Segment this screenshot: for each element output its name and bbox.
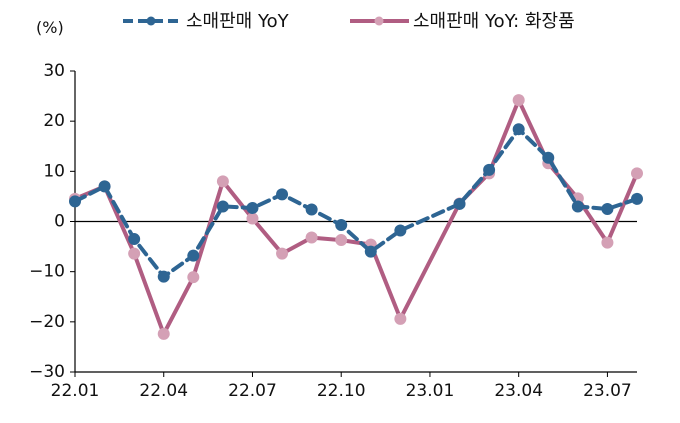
x-tick-label: 22.01: [51, 381, 100, 401]
data-point-retail-sales: [216, 200, 229, 213]
data-point-retail-sales: [69, 195, 81, 208]
y-tick-label: 30: [43, 61, 65, 81]
x-tick-label: 23.07: [583, 381, 632, 401]
data-point-retail-sales: [571, 200, 584, 213]
series-retail-sales: [69, 123, 643, 283]
data-point-retail-sales: [394, 224, 407, 237]
data-point-retail-sales: [157, 270, 170, 283]
data-point-cosmetics: [512, 94, 525, 107]
x-tick-label: 22.10: [317, 381, 366, 401]
y-tick-label: 10: [43, 161, 65, 181]
x-tick-label: 22.04: [139, 381, 188, 401]
data-point-retail-sales: [246, 201, 259, 214]
data-point-cosmetics: [335, 234, 348, 247]
data-point-cosmetics: [216, 175, 229, 188]
y-tick-label: −20: [29, 312, 65, 332]
data-point-retail-sales: [128, 233, 141, 246]
data-point-cosmetics: [276, 247, 289, 260]
data-point-cosmetics: [157, 327, 170, 340]
data-point-cosmetics: [305, 231, 318, 244]
data-point-retail-sales: [542, 151, 555, 164]
data-point-retail-sales: [601, 202, 614, 215]
y-tick-label: 20: [43, 111, 65, 131]
legend-label-cosmetics: 소매판매 YoY: 화장품: [413, 11, 575, 32]
data-point-retail-sales: [187, 249, 200, 262]
y-tick-label: −30: [29, 362, 65, 382]
x-tick-label: 23.04: [494, 381, 543, 401]
data-point-retail-sales: [364, 245, 377, 258]
data-point-retail-sales: [276, 188, 289, 201]
legend-item-retail-sales: 소매판매 YoY: [123, 11, 290, 32]
data-point-retail-sales: [512, 123, 525, 136]
x-tick-label: 23.01: [406, 381, 455, 401]
y-tick-label: −10: [29, 262, 65, 282]
data-point-cosmetics: [631, 167, 643, 180]
data-point-cosmetics: [246, 212, 259, 225]
x-tick-label: 22.07: [228, 381, 277, 401]
legend: 소매판매 YoY 소매판매 YoY: 화장품: [123, 11, 575, 32]
data-point-retail-sales: [305, 203, 318, 216]
y-unit-label: (%): [36, 18, 64, 37]
y-tick-label: 0: [54, 212, 65, 232]
data-point-retail-sales: [453, 197, 466, 210]
data-point-cosmetics: [394, 312, 407, 325]
data-point-retail-sales: [335, 219, 348, 232]
legend-marker-retail-sales: [146, 16, 156, 26]
series-line-retail-sales: [73, 127, 639, 279]
series-line-cosmetics: [73, 98, 639, 336]
data-point-cosmetics: [187, 271, 200, 284]
data-point-retail-sales: [631, 192, 643, 205]
data-point-cosmetics: [128, 247, 141, 260]
data-point-retail-sales: [98, 180, 111, 193]
data-point-retail-sales: [483, 163, 496, 176]
data-point-cosmetics: [601, 236, 614, 249]
legend-item-cosmetics: 소매판매 YoY: 화장품: [350, 11, 575, 32]
legend-marker-cosmetics: [374, 16, 384, 26]
series-cosmetics: [69, 94, 643, 340]
legend-label-retail-sales: 소매판매 YoY: [186, 11, 290, 32]
